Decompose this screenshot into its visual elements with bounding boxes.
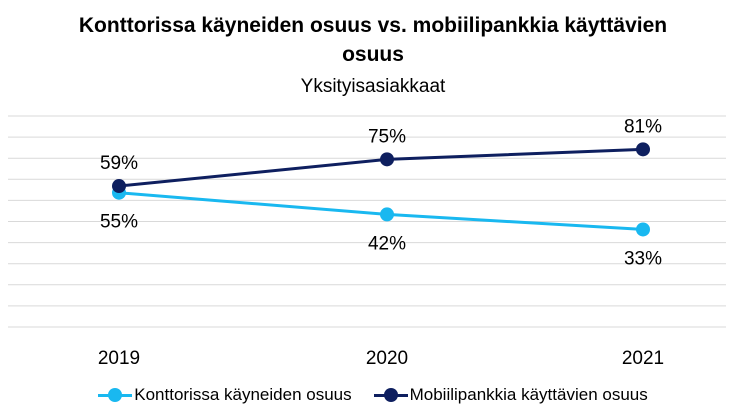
data-point (636, 222, 650, 237)
data-label: 75% (368, 126, 406, 147)
chart-title-line-1: Konttorissa käyneiden osuus vs. mobiilip… (78, 14, 668, 37)
series-line (118, 147, 644, 188)
data-label: 33% (624, 248, 662, 269)
legend-swatch-konttori (98, 388, 133, 402)
data-label: 55% (100, 212, 138, 233)
data-point (112, 179, 126, 194)
data-point (636, 142, 650, 157)
legend-label-konttori: Konttorissa käyneiden osuus (134, 385, 352, 404)
data-label: 59% (100, 153, 138, 174)
legend-item-mobiili: Mobiilipankkia käyttävien osuus (373, 382, 648, 408)
chart-legend: Konttorissa käyneiden osuus Mobiilipankk… (0, 382, 746, 408)
data-point (380, 152, 394, 167)
legend-label-mobiili: Mobiilipankkia käyttävien osuus (409, 385, 648, 404)
legend-item-konttori: Konttorissa käyneiden osuus (98, 382, 352, 408)
chart-title-line-2: osuus (342, 43, 404, 66)
x-tick-label: 2021 (622, 348, 664, 369)
data-label: 81% (624, 116, 662, 137)
x-tick-label: 2019 (98, 348, 140, 369)
data-label: 42% (368, 233, 406, 254)
x-tick-label: 2020 (366, 348, 408, 369)
chart-subtitle: Yksityisasiakkaat (300, 76, 446, 97)
legend-swatch-mobiili (373, 388, 408, 402)
data-point (380, 207, 394, 222)
